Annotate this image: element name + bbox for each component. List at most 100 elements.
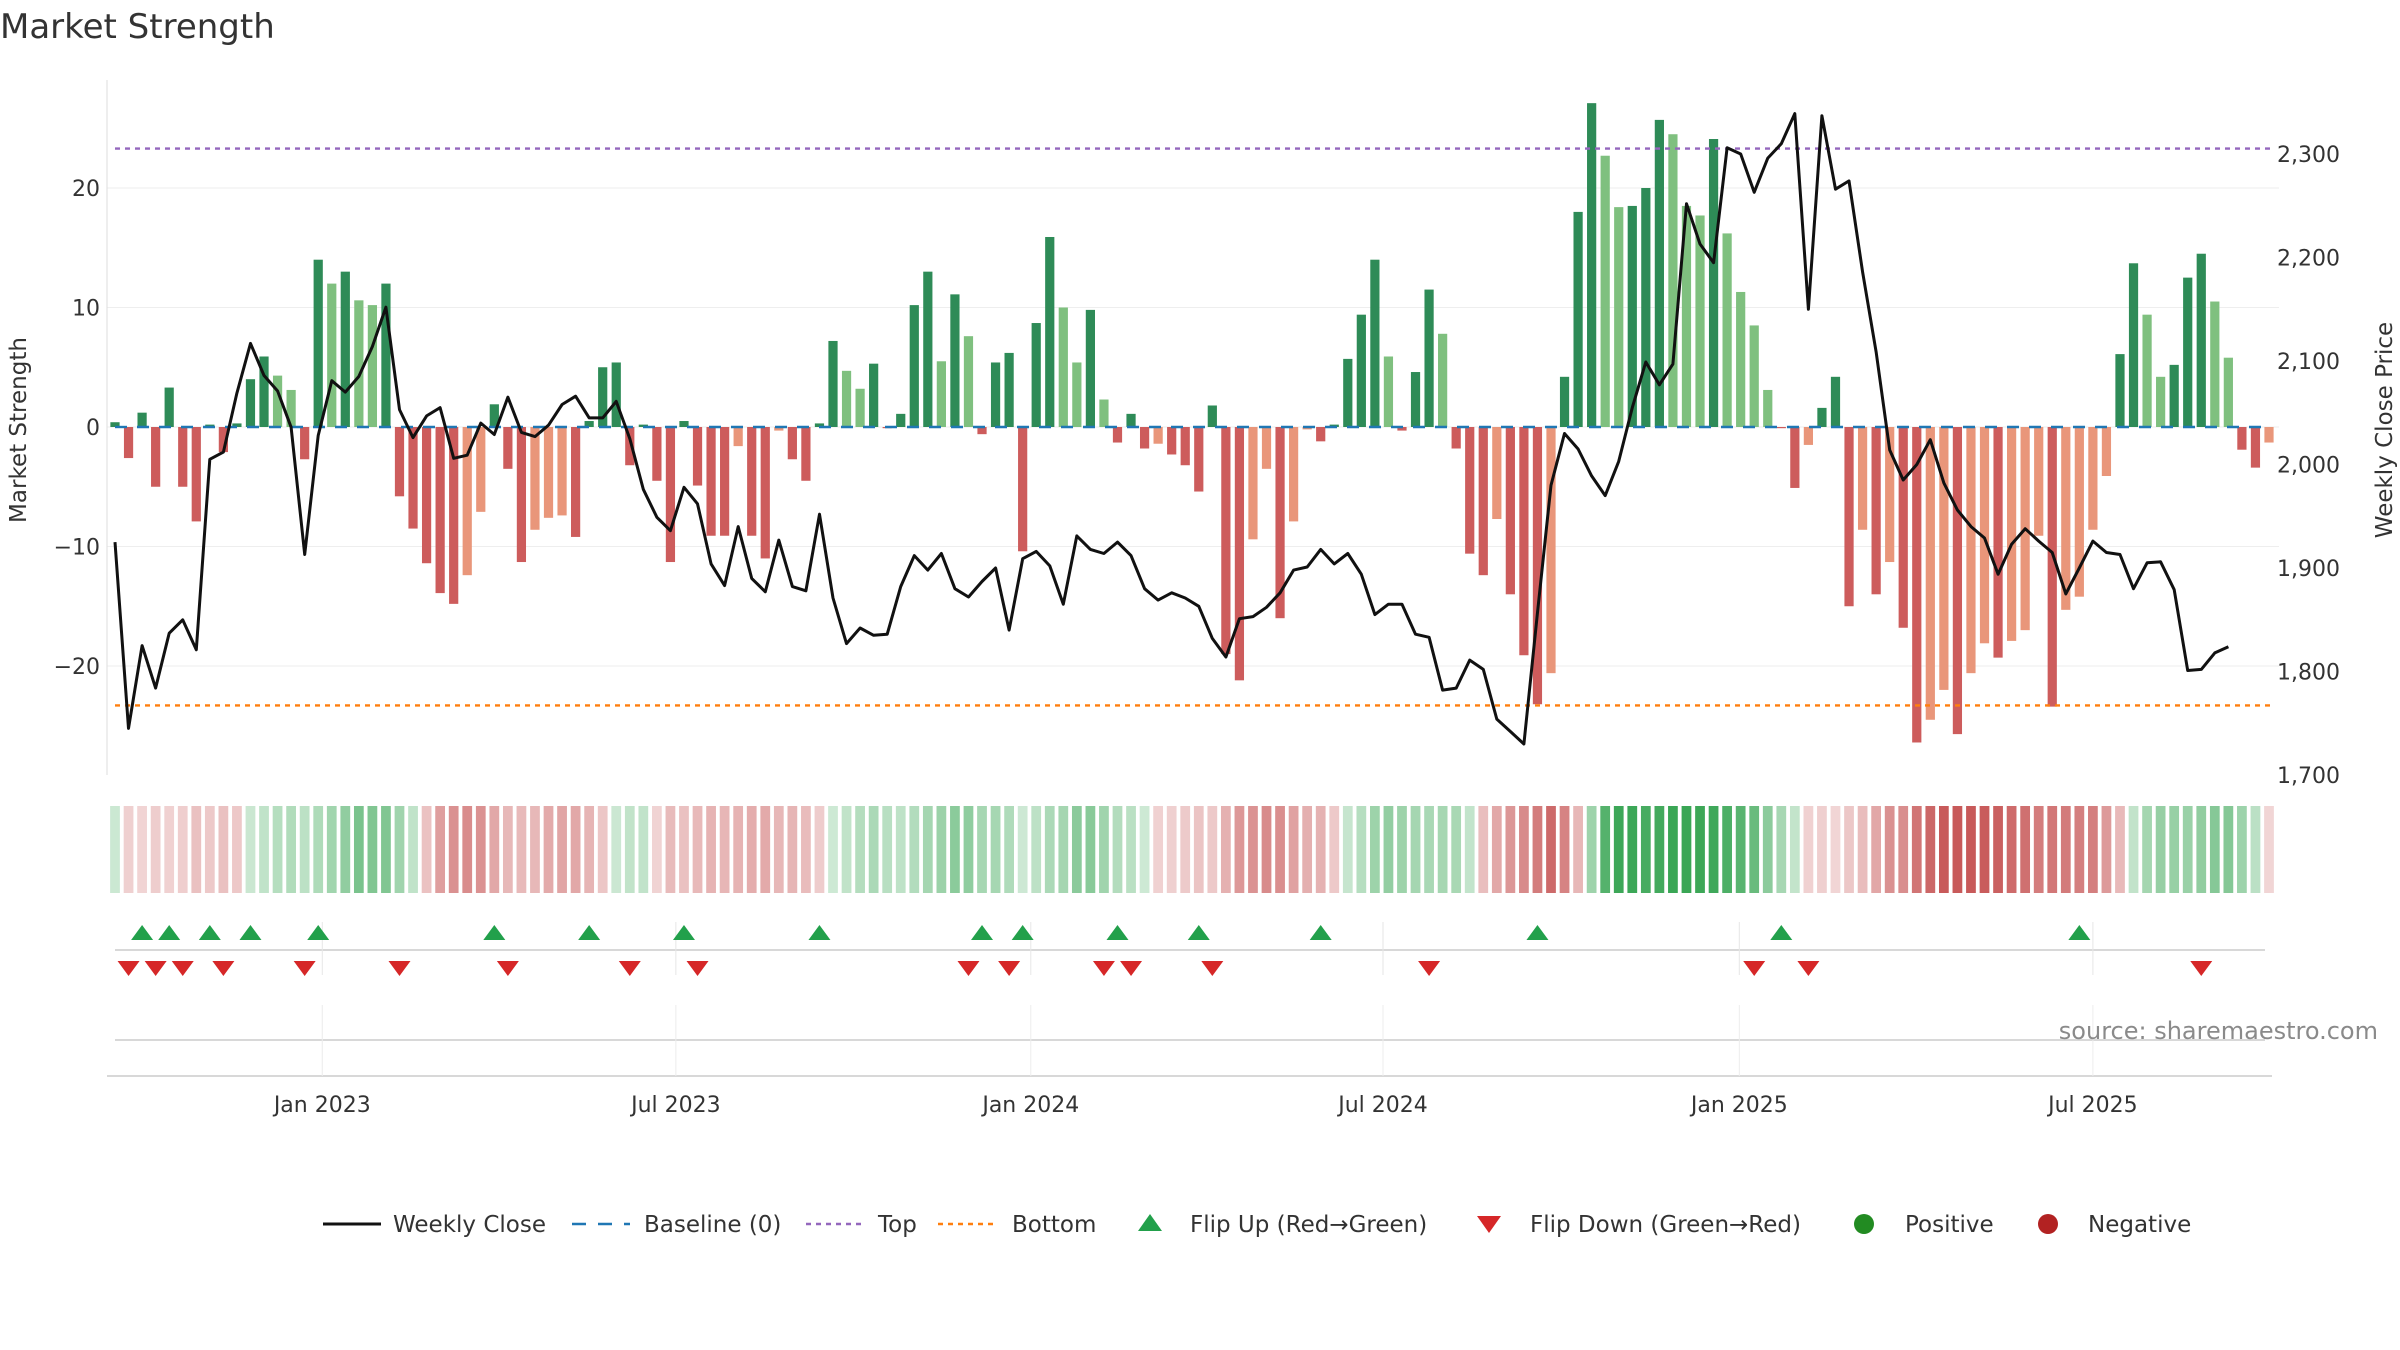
heat-cell [1044, 806, 1055, 893]
strength-bar [151, 427, 161, 487]
y2-tick-label: 1,700 [2277, 764, 2340, 789]
heat-cell [1193, 806, 1204, 893]
strength-bar [923, 271, 933, 427]
strength-bar [232, 423, 242, 427]
heat-cell [1288, 806, 1299, 893]
strength-bar [1356, 314, 1366, 427]
heat-cell [313, 806, 324, 893]
heat-cell [543, 806, 554, 893]
legend: Weekly Close Baseline (0) Top Bottom Flip Up… [323, 1212, 2191, 1238]
heat-cell [2209, 806, 2220, 893]
strength-bar [598, 367, 608, 427]
strength-bar [1871, 427, 1881, 595]
heat-cell [218, 806, 229, 893]
heat-cell [787, 806, 798, 893]
heat-cell [1424, 806, 1434, 893]
flip-up-marker [1526, 925, 1549, 940]
heat-cell [1519, 806, 1529, 893]
strength-bar [1045, 236, 1055, 427]
y-tick-label: 20 [72, 177, 100, 202]
flip-down-marker [496, 961, 519, 976]
heat-cell [557, 806, 567, 893]
legend-flip-up-icon [1138, 1214, 1162, 1231]
strength-bar [435, 427, 445, 594]
heat-cell [259, 806, 269, 893]
strength-bar [801, 427, 811, 481]
strength-bar [1532, 427, 1543, 705]
flip-up-marker [1187, 925, 1210, 940]
flip-down-marker [618, 961, 641, 976]
heat-cell [1546, 806, 1556, 893]
strength-bar [1763, 389, 1773, 427]
flip-up-marker [158, 925, 181, 940]
heat-cell [516, 806, 527, 893]
heat-cell [1139, 806, 1150, 893]
heat-cell [177, 806, 188, 893]
strength-bar [1966, 427, 1976, 674]
strength-bar [977, 427, 987, 435]
strength-bar [1180, 427, 1190, 466]
strength-bar [1830, 376, 1841, 427]
strength-bar [1139, 427, 1150, 449]
date-tick-label: Jul 2025 [2046, 1093, 2138, 1118]
heat-cell [1234, 806, 1245, 893]
y2-tick-label: 2,100 [2277, 350, 2340, 375]
heat-cell [1573, 806, 1583, 893]
strength-bar [611, 362, 621, 427]
strength-bar [340, 271, 350, 427]
heat-cell [204, 806, 215, 893]
chart-title: Market Strength [0, 7, 275, 47]
strength-bar [963, 336, 974, 427]
strength-bar [218, 427, 228, 453]
strength-bar [1194, 427, 1204, 492]
heat-cell [1451, 806, 1462, 893]
y2-tick-label: 2,000 [2277, 454, 2340, 479]
heat-cell [1017, 806, 1028, 893]
heat-cell [1884, 806, 1895, 893]
strength-bar [313, 259, 323, 427]
flip-up-marker [239, 925, 262, 940]
heat-cell [2047, 806, 2058, 893]
heat-cell [1911, 806, 1922, 893]
heat-cell [2128, 806, 2139, 893]
right-tick-labels: 1,700 1,800 1,900 2,000 2,100 2,200 2,300 [2277, 143, 2340, 789]
heat-cell [1776, 806, 1787, 893]
strength-bar [828, 340, 838, 427]
heat-cell [679, 806, 689, 893]
strength-bar [706, 427, 716, 536]
heat-cell [2142, 806, 2152, 893]
strength-bar [733, 427, 743, 447]
heat-cell [2006, 806, 2017, 893]
heat-cell [1071, 806, 1082, 893]
flip-down-marker [957, 961, 980, 976]
strength-bar [1790, 427, 1800, 488]
flip-up-marker [131, 925, 154, 940]
heat-cell [299, 806, 310, 893]
strength-bar [1424, 289, 1434, 427]
heat-cell [665, 806, 676, 893]
strength-bar [408, 427, 418, 529]
heat-cell [326, 806, 337, 893]
flip-down-marker [293, 961, 316, 976]
strength-bar [394, 427, 405, 497]
heat-cell [990, 806, 1001, 893]
strength-bar [1600, 155, 1610, 428]
y2-tick-label: 2,300 [2277, 143, 2340, 168]
heat-cell [814, 806, 825, 893]
legend-label: Weekly Close [393, 1212, 546, 1238]
heat-cell [2088, 806, 2098, 893]
strength-bar [2142, 314, 2152, 427]
heat-cell [746, 806, 757, 893]
strength-bar [909, 305, 919, 427]
strength-bar [1817, 407, 1827, 427]
y-axis-label: Market Strength [6, 337, 32, 523]
strength-bar [1112, 427, 1123, 443]
flip-down-marker [1201, 961, 1224, 976]
heat-cell [1085, 806, 1096, 893]
heat-cell [1410, 806, 1421, 893]
strength-bar [1912, 427, 1922, 743]
y-tick-label: −10 [54, 536, 100, 561]
strength-bar [1004, 352, 1014, 427]
heat-cell [1938, 806, 1949, 893]
